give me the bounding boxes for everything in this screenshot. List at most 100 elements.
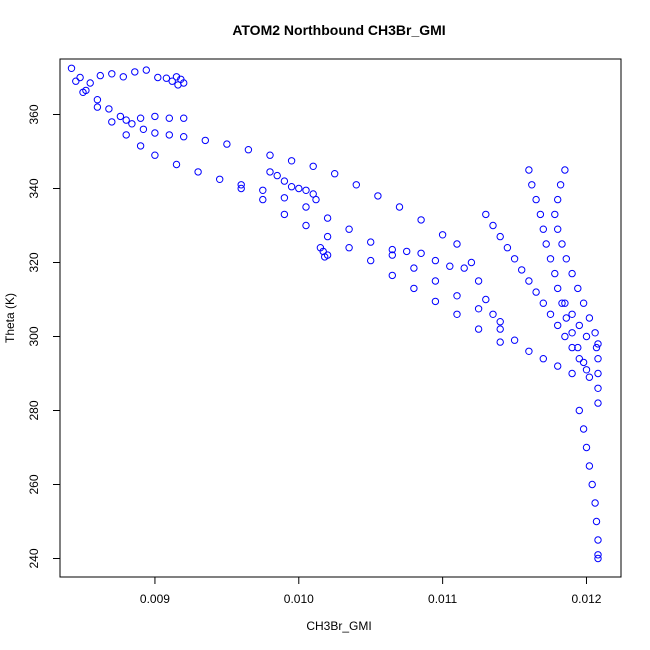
data-point	[302, 203, 310, 211]
data-point	[165, 114, 174, 122]
data-point	[558, 299, 566, 307]
data-point	[525, 166, 533, 174]
data-point	[168, 77, 176, 85]
data-point	[460, 264, 468, 272]
data-point	[592, 517, 601, 526]
data-point	[546, 255, 555, 263]
data-point	[136, 114, 145, 122]
data-point	[453, 240, 461, 248]
y-tick-label: 240	[27, 548, 41, 568]
data-point	[131, 68, 139, 76]
data-point	[568, 343, 576, 352]
data-point	[237, 184, 245, 193]
data-point	[122, 131, 130, 139]
data-point	[554, 362, 562, 370]
data-point	[582, 332, 591, 341]
data-point	[562, 255, 570, 263]
data-point	[180, 133, 188, 141]
data-point	[579, 425, 588, 433]
data-point	[72, 77, 80, 85]
y-axis: 240 260 280 300 320 340 360	[27, 104, 61, 569]
data-point	[388, 251, 396, 259]
data-point	[139, 125, 148, 134]
data-point	[287, 183, 296, 191]
data-point	[579, 358, 588, 367]
data-point	[403, 247, 411, 256]
data-point	[568, 269, 576, 278]
data-point	[482, 295, 490, 304]
data-point	[323, 232, 332, 241]
data-point	[331, 170, 339, 178]
data-point	[128, 120, 136, 128]
data-point	[79, 88, 87, 97]
data-point	[510, 336, 519, 344]
data-point	[280, 210, 289, 219]
data-point	[374, 192, 382, 200]
data-point	[546, 310, 555, 318]
data-point	[594, 399, 602, 407]
data-point	[395, 203, 404, 211]
data-point	[588, 480, 596, 489]
data-point	[532, 195, 540, 204]
data-point	[574, 343, 582, 352]
data-point	[93, 96, 102, 104]
data-point	[594, 536, 602, 544]
data-point	[482, 210, 490, 219]
data-point	[280, 194, 289, 202]
data-point	[105, 105, 113, 113]
data-point	[568, 310, 576, 318]
data-point	[165, 131, 174, 139]
data-point	[388, 245, 396, 254]
data-point	[510, 255, 519, 263]
data-point	[266, 168, 274, 176]
data-point	[151, 151, 159, 159]
data-point	[172, 73, 181, 81]
data-point	[496, 325, 504, 333]
data-point	[562, 314, 570, 322]
data-point	[96, 71, 105, 80]
x-axis-label: CH3Br_GMI	[306, 619, 371, 633]
data-point	[201, 136, 210, 145]
data-point	[266, 151, 274, 159]
data-point	[287, 157, 296, 165]
data-point	[116, 112, 125, 121]
x-tick-label: 0.011	[428, 592, 457, 606]
data-point	[431, 256, 440, 265]
data-point	[474, 305, 483, 313]
data-point	[568, 369, 576, 378]
data-point	[319, 247, 327, 256]
data-point	[154, 73, 162, 82]
data-point	[561, 299, 569, 307]
data-point	[594, 554, 602, 563]
points-layer	[67, 64, 602, 563]
data-point	[554, 284, 562, 293]
x-tick-label: 0.012	[571, 592, 601, 606]
data-point	[592, 343, 601, 352]
data-point	[273, 171, 281, 180]
data-point	[528, 181, 536, 189]
data-point	[108, 118, 116, 126]
y-tick-label: 320	[27, 252, 41, 272]
data-point	[591, 499, 599, 507]
data-point	[216, 175, 224, 184]
data-point	[244, 146, 253, 154]
data-point	[174, 81, 182, 89]
data-point	[431, 297, 440, 306]
data-point	[108, 70, 116, 78]
data-point	[536, 210, 545, 219]
data-point	[172, 160, 181, 169]
y-axis-label: Theta (K)	[3, 293, 17, 343]
data-point	[594, 551, 602, 559]
data-point	[556, 181, 565, 189]
data-point	[518, 266, 526, 274]
data-point	[496, 318, 504, 326]
data-point	[180, 114, 188, 122]
data-point	[367, 256, 375, 265]
data-point	[582, 366, 591, 374]
data-point	[259, 186, 267, 195]
data-point	[579, 299, 588, 307]
data-point	[585, 462, 594, 470]
data-point	[410, 284, 418, 293]
data-point	[525, 347, 533, 355]
data-point	[561, 332, 569, 341]
